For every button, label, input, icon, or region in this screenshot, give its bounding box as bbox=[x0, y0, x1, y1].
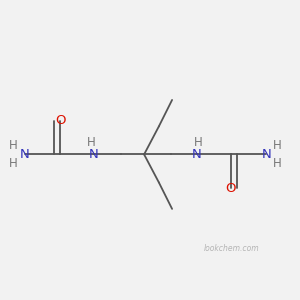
Text: N: N bbox=[192, 148, 202, 161]
Text: N: N bbox=[89, 148, 99, 161]
Text: H: H bbox=[9, 157, 18, 170]
Text: H: H bbox=[194, 136, 203, 148]
Text: H: H bbox=[87, 136, 95, 149]
Text: N: N bbox=[20, 148, 30, 161]
Text: O: O bbox=[226, 182, 236, 195]
Text: H: H bbox=[273, 139, 282, 152]
Text: N: N bbox=[261, 148, 271, 161]
Text: lookchem.com: lookchem.com bbox=[203, 244, 259, 253]
Text: H: H bbox=[9, 139, 18, 152]
Text: O: O bbox=[55, 114, 65, 127]
Text: H: H bbox=[273, 157, 282, 170]
